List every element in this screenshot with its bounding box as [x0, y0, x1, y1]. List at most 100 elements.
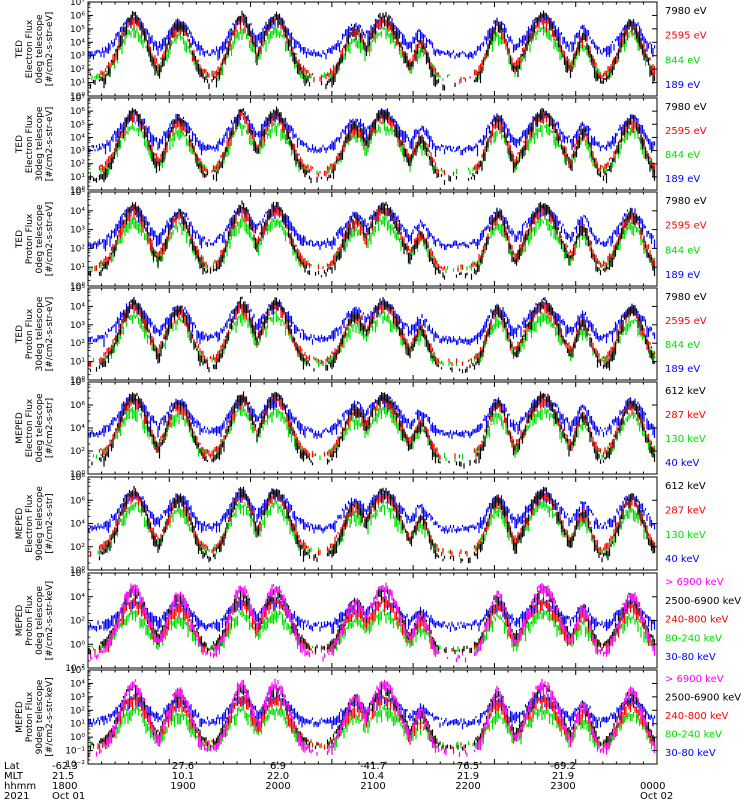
trace-40-kev: [88, 393, 656, 440]
legend-entry: 612 keV: [665, 386, 706, 397]
y-tick-label: 10⁶: [70, 107, 85, 117]
legend-entry: 40 keV: [665, 554, 699, 565]
y-tick-label: 10⁴: [70, 679, 85, 689]
legend-entry: 2595 eV: [665, 316, 707, 327]
trace-7980-ev: [88, 200, 656, 280]
y-tick-label: 10²: [70, 447, 85, 457]
y-tick-label: 10⁴: [70, 133, 85, 143]
y-tick-label: 10²: [70, 617, 85, 627]
footer-hhmm: 2100: [360, 781, 385, 792]
trace-130-kev: [97, 500, 656, 559]
footer-row-label: hhmm: [4, 781, 36, 792]
y-tick-label: 10¹: [70, 263, 85, 273]
legend-entry: 30-80 keV: [665, 652, 716, 663]
y-tick-label: 10⁷: [70, 94, 85, 104]
trace-189-ev: [88, 299, 656, 348]
footer-mlt: 21.5: [52, 771, 74, 782]
footer-lat: 6.9: [270, 761, 286, 772]
y-tick-label: 10⁵: [70, 284, 85, 294]
footer-mlt: 21.9: [457, 771, 479, 782]
trace-80-240-kev: [88, 704, 656, 753]
footer-hhmm: 1800: [52, 781, 77, 792]
y-tick-label: 10²: [70, 160, 85, 170]
y-tick-label: 10⁻²: [65, 760, 85, 770]
trace-30-80-kev: [88, 692, 656, 730]
y-axis-label: MEPEDProton Flux0deg telescope[#/cm2-s-s…: [15, 581, 55, 660]
y-tick-label: 10⁴: [70, 207, 85, 217]
y-tick-label: 10⁵: [70, 25, 85, 35]
y-tick-label: 10¹: [70, 173, 85, 183]
legend-entry: 287 keV: [665, 505, 706, 516]
y-axis-label: TEDProton Flux30deg telescope[#/cm2-s-st…: [15, 296, 55, 371]
y-tick-label: 10⁰: [70, 92, 85, 102]
y-tick-label: 10⁴: [70, 38, 85, 48]
legend-entry: 612 keV: [665, 481, 706, 492]
trace-844-ev: [88, 311, 656, 368]
y-tick-label: 10⁰: [70, 640, 85, 650]
y-tick-label: 10⁻²: [65, 664, 85, 674]
legend-entry: 2595 eV: [665, 31, 707, 42]
trace-189-ev: [88, 204, 656, 252]
panel-5: 10⁰ 10² 10⁴ 10⁶ 10⁸ MEPEDElectron Flux0deg te…: [15, 378, 706, 480]
trace-7980-ev: [89, 106, 656, 185]
panel-4: 10⁰ 10¹ 10² 10³ 10⁴ 10⁵ TEDProton Flux30deg te…: [15, 284, 707, 386]
y-tick-label: 10²: [70, 339, 85, 349]
footer-row-label: MLT: [4, 771, 24, 782]
y-tick-label: 10³: [70, 693, 85, 703]
legend-entry: 844 eV: [665, 55, 700, 66]
y-tick-label: 10⁵: [70, 120, 85, 130]
legend-entry: 240-800 keV: [665, 615, 729, 626]
legend-entry: 130 keV: [665, 530, 706, 541]
y-tick-label: 10¹: [70, 720, 85, 730]
footer-lat: -62.3: [52, 761, 78, 772]
y-tick-label: 10⁶: [70, 496, 85, 506]
legend-entry: 240-800 keV: [665, 711, 729, 722]
footer-row-label: Lat: [4, 761, 20, 772]
panel-7: 10⁻² 10⁰ 10² 10⁴ 10⁶ MEPEDProton Flux0deg tel…: [15, 569, 741, 674]
trace-7980-ev: [89, 10, 656, 91]
y-axis-label: MEPEDProton Flux90deg telescope[#/cm2-s-…: [15, 677, 55, 756]
footer-hhmm: 2200: [455, 781, 480, 792]
legend-entry: 189 eV: [665, 174, 700, 185]
y-axis-label: MEPEDElectron Flux90deg telescope[#/cm2-…: [15, 486, 55, 561]
trace-2595-ev: [88, 300, 656, 367]
y-tick-label: 10²: [70, 706, 85, 716]
footer-date: Oct 01: [52, 791, 85, 800]
trace-30-80-kev: [88, 596, 656, 634]
y-axis-label: TEDProton Flux0deg telescope[#/cm2-s-str…: [15, 202, 55, 277]
footer-mlt: 22.0: [267, 771, 289, 782]
trace-189-ev: [88, 13, 656, 61]
footer-hhmm: 0000: [640, 781, 665, 792]
legend-entry: 7980 eV: [665, 6, 707, 17]
y-tick-label: 10²: [70, 244, 85, 254]
footer-mlt: 10.1: [172, 771, 194, 782]
y-tick-label: 10⁰: [70, 566, 85, 576]
y-axis-label: TEDElectron Flux0deg telescope[#/cm2-s-s…: [15, 12, 55, 87]
y-tick-label: 10²: [70, 65, 85, 75]
y-tick-label: 10³: [70, 147, 85, 157]
panel-8: 10⁻² 10⁻¹ 10⁰ 10¹ 10² 10³ 10⁴ 10⁵ MEPEDProton Fl…: [15, 666, 741, 770]
trace-287-kev: [98, 394, 656, 461]
trace-7980-ev: [89, 296, 656, 374]
legend-entry: 2500-6900 keV: [665, 596, 741, 607]
y-tick-label: 10⁵: [70, 666, 85, 676]
y-tick-label: 10⁸: [70, 378, 85, 388]
panel-2: 10⁰ 10¹ 10² 10³ 10⁴ 10⁵ 10⁶ 10⁷ TEDElectron Flux…: [15, 94, 707, 196]
footer-lat: 76.5: [457, 761, 479, 772]
panel-frame: [87, 476, 658, 571]
trace--6900-kev: [89, 582, 656, 663]
legend-entry: 130 keV: [665, 434, 706, 445]
legend-entry: 2595 eV: [665, 221, 707, 232]
y-tick-label: 10⁴: [70, 520, 85, 530]
footer-lat: 27.6: [172, 761, 194, 772]
footer-hhmm: 2000: [265, 781, 290, 792]
footer-lat: -41.7: [360, 761, 386, 772]
trace-240-800-kev: [94, 597, 656, 657]
y-tick-label: 10⁶: [70, 11, 85, 21]
y-tick-label: 10⁵: [70, 188, 85, 198]
trace-612-kev: [91, 391, 656, 469]
legend-entry: 189 eV: [665, 80, 700, 91]
legend-entry: 2500-6900 keV: [665, 693, 741, 704]
